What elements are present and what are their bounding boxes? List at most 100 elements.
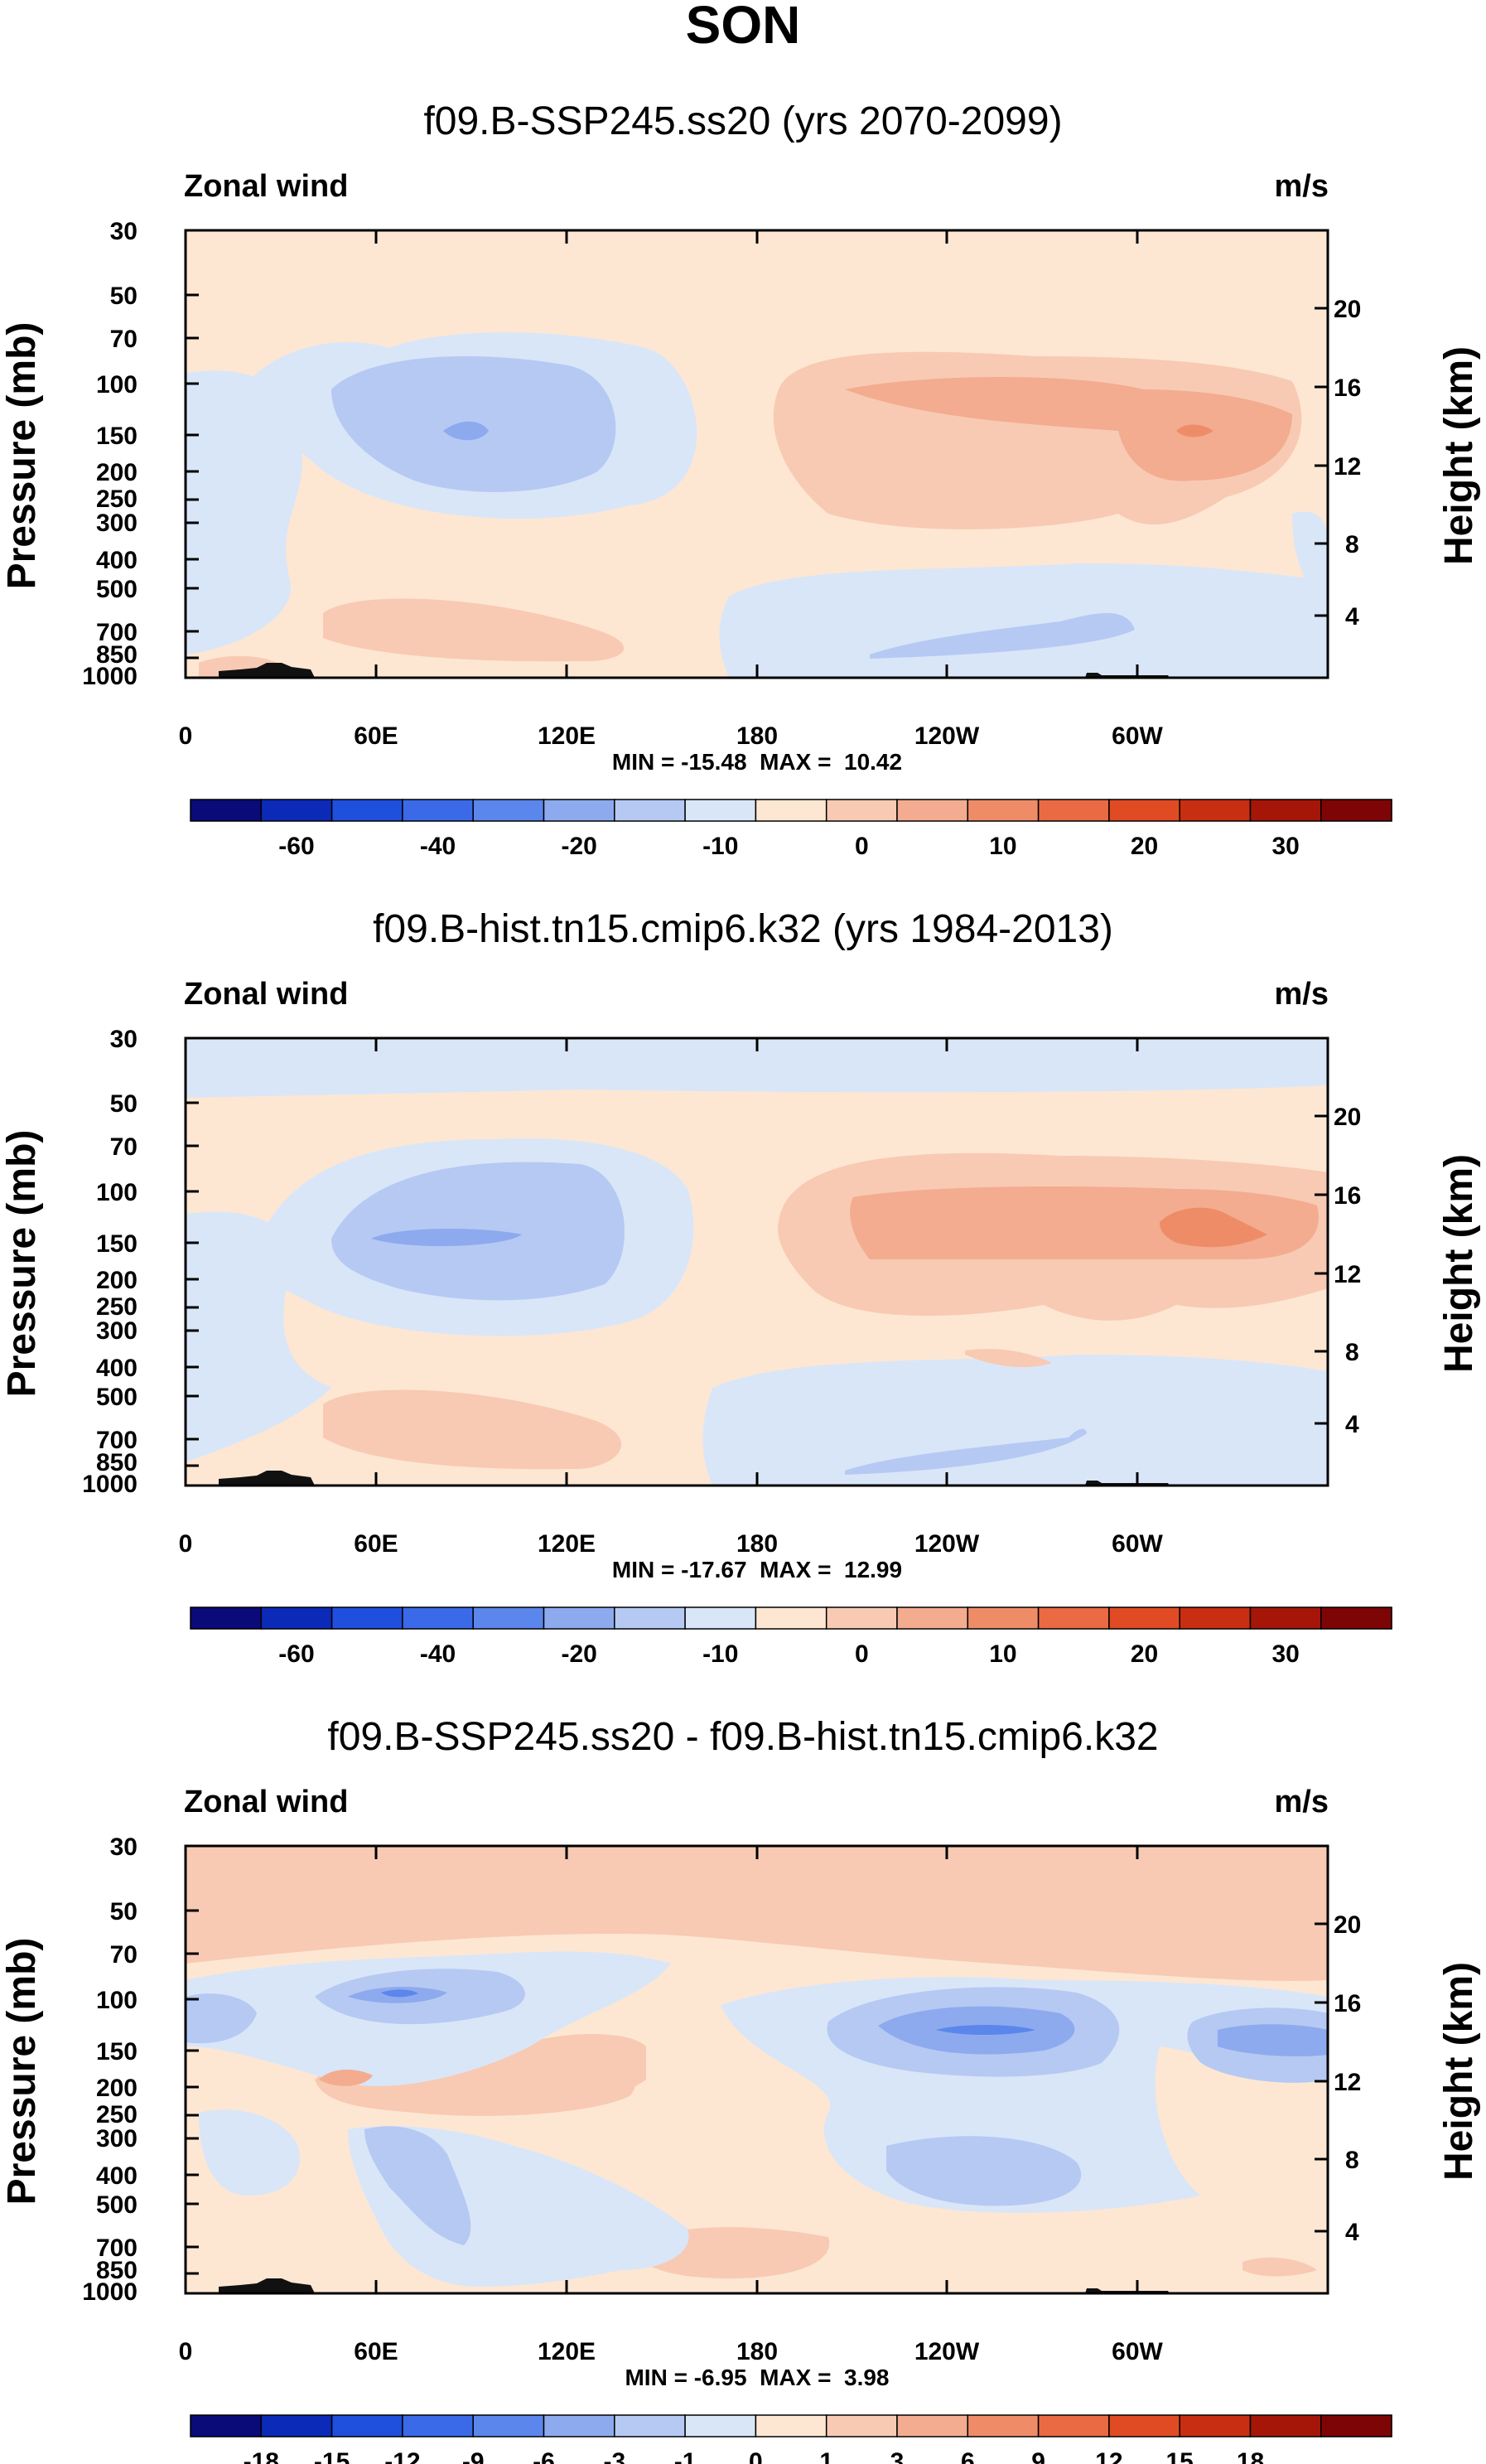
ticks: [186, 1036, 1328, 1486]
colorbar-box: [755, 1606, 827, 1630]
y-tick-labels-right: 20 16 12 8 4: [1334, 1911, 1361, 2246]
neg-region: [702, 1355, 1328, 1486]
neg-region: [199, 2109, 300, 2196]
neg-region-darkest: [936, 2025, 1035, 2035]
colorbar-label: 10: [989, 1640, 1016, 1668]
y-tick-label: 850: [96, 1449, 138, 1476]
pos-region: [514, 2034, 646, 2095]
colorbar-box: [543, 799, 615, 822]
colorbar-box: [967, 2414, 1040, 2437]
colorbar-label: -20: [561, 833, 596, 860]
neg-region-dark: [1218, 2024, 1328, 2056]
colorbar-box: [472, 2414, 545, 2437]
y-tick-label: 50: [110, 283, 138, 310]
colorbar-box: [1179, 799, 1252, 822]
colorbar: -60 -40 -20 -10 0 10 20 30: [190, 799, 1392, 860]
neg-region-dark: [443, 421, 489, 441]
y-tick-label: 30: [110, 1026, 138, 1053]
colorbar-label: -18: [244, 2448, 279, 2464]
neg-region: [186, 1211, 331, 1462]
x-tick-labels: 0 60E 120E 180 120W 60W: [179, 1530, 1164, 1558]
colorbar-label: -60: [278, 1640, 314, 1668]
y-tick-label-right: 8: [1345, 531, 1359, 558]
neg-region-dark: [371, 1229, 522, 1247]
colorbar-box: [896, 1606, 969, 1630]
x-tick-label: 180: [736, 722, 778, 750]
y-tick-label-right: 8: [1345, 1339, 1359, 1366]
contour-field: [184, 1844, 1329, 2295]
x-tick-label: 60W: [1112, 722, 1163, 750]
colorbar-label: -10: [702, 833, 738, 860]
min-max-stats: MIN = -6.95 MAX = 3.98: [625, 2365, 889, 2390]
pos-region: [1242, 2257, 1317, 2277]
panel-3: f09.B-SSP245.ss20 - f09.B-hist.tn15.cmip…: [0, 1715, 1481, 2464]
panel-title: f09.B-hist.tn15.cmip6.k32 (yrs 1984-2013…: [373, 907, 1113, 951]
units-label: m/s: [1275, 169, 1329, 204]
y-tick-label-right: 8: [1345, 2147, 1359, 2174]
y-tick-label: 400: [96, 1355, 138, 1382]
colorbar-box: [684, 1606, 757, 1630]
pos-region-dark: [1160, 1207, 1267, 1248]
colorbar-box: [190, 799, 263, 822]
y-tick-label: 200: [96, 2075, 138, 2102]
colorbar-box: [1249, 799, 1322, 822]
colorbar-label: 1: [819, 2448, 833, 2464]
colorbar-box: [1037, 799, 1110, 822]
colorbar-label: -3: [603, 2448, 625, 2464]
colorbar-box: [1249, 1606, 1322, 1630]
y-tick-label: 70: [110, 1941, 138, 1969]
colorbar-box: [472, 1606, 545, 1630]
colorbar-label: -9: [462, 2448, 485, 2464]
x-tick-label: 180: [736, 2338, 778, 2365]
y-tick-label: 1000: [82, 1471, 138, 1498]
y-tick-label-right: 12: [1334, 2069, 1361, 2096]
y-tick-labels: 30 50 70 100 150 200 250 300 400 500 700…: [82, 218, 138, 690]
y-tick-label: 50: [110, 1090, 138, 1118]
y-tick-label: 200: [96, 1267, 138, 1294]
colorbar-box: [684, 799, 757, 822]
colorbar-box: [1320, 799, 1392, 822]
colorbar-label: 30: [1271, 1640, 1299, 1668]
colorbar-box: [967, 799, 1040, 822]
colorbar-box: [402, 799, 474, 822]
colorbar-box: [1037, 2414, 1110, 2437]
y-axis-label: Pressure (mb): [0, 322, 44, 590]
y-tick-label-right: 16: [1334, 1182, 1361, 1210]
variable-label: Zonal wind: [184, 169, 348, 204]
y-tick-label: 150: [96, 1230, 138, 1258]
ticks: [186, 1844, 1328, 2293]
y-tick-label: 100: [96, 1987, 138, 2014]
colorbar-box: [402, 1606, 474, 1630]
y-tick-label-right: 16: [1334, 374, 1361, 402]
min-max-stats: MIN = -17.67 MAX = 12.99: [612, 1557, 902, 1582]
colorbar-box: [825, 2414, 898, 2437]
figure-title: SON: [686, 0, 801, 55]
units-label: m/s: [1275, 977, 1329, 1012]
variable-label: Zonal wind: [184, 977, 348, 1012]
topography: [219, 1471, 315, 1486]
y-tick-label: 300: [96, 510, 138, 537]
x-tick-label: 60E: [354, 1530, 398, 1558]
x-tick-label: 120E: [538, 722, 596, 750]
colorbar-box: [330, 799, 403, 822]
colorbar-box: [1108, 799, 1180, 822]
y-tick-label: 500: [96, 576, 138, 603]
colorbar-label: -60: [278, 833, 314, 860]
colorbar-box: [190, 2414, 263, 2437]
y-tick-label: 850: [96, 2257, 138, 2284]
colorbar-label: -20: [561, 1640, 596, 1668]
x-tick-label: 60W: [1112, 1530, 1163, 1558]
panel-2: f09.B-hist.tn15.cmip6.k32 (yrs 1984-2013…: [0, 907, 1481, 1668]
neg-region-med: [845, 1428, 1087, 1475]
colorbar-label: -15: [314, 2448, 350, 2464]
y-tick-label-right: 4: [1345, 1411, 1359, 1438]
colorbar-box: [967, 1606, 1040, 1630]
y-tick-label: 500: [96, 2191, 138, 2219]
y-tick-label: 400: [96, 547, 138, 574]
pos-region-med: [845, 377, 1292, 481]
y-tick-label-right: 12: [1334, 1261, 1361, 1288]
colorbar-box: [330, 2414, 403, 2437]
x-tick-label: 120E: [538, 2338, 596, 2365]
colorbar-label: 20: [1131, 833, 1158, 860]
